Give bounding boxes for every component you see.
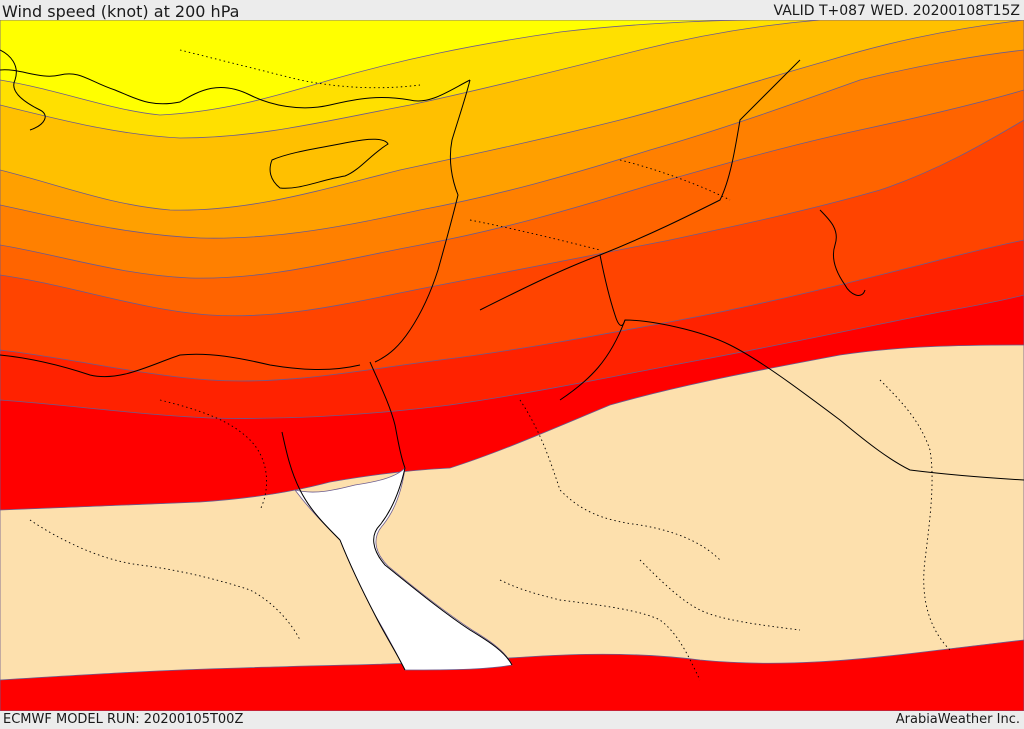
- footer-bar: ECMWF MODEL RUN: 20200105T00Z ArabiaWeat…: [0, 711, 1024, 729]
- wind-bands: [0, 20, 1024, 711]
- aegean-coast: [0, 49, 46, 131]
- provider-label: ArabiaWeather Inc.: [895, 712, 1020, 727]
- egypt-north-coast: [0, 353, 361, 378]
- dotted-admin-borders: [29, 49, 951, 681]
- wind-speed-map: [0, 20, 1024, 711]
- red-sea-east: [373, 467, 513, 666]
- cyprus: [269, 138, 389, 189]
- border-egypt-israel: [369, 361, 406, 469]
- calm-region: [0, 344, 1024, 711]
- band-9-south: [0, 639, 1024, 711]
- map-title: Wind speed (knot) at 200 hPa: [2, 2, 240, 21]
- model-run-label: ECMWF MODEL RUN: 20200105T00Z: [3, 712, 244, 727]
- gulf-of-suez: [281, 431, 341, 541]
- border-iraq-syria: [479, 59, 801, 311]
- valid-time: VALID T+087 WED. 20200108T15Z: [773, 3, 1020, 19]
- turkey-coast: [0, 69, 471, 109]
- coastlines-borders: [0, 49, 1024, 671]
- levant-coast: [374, 79, 471, 363]
- red-sea-west: [339, 539, 406, 671]
- border-saudi-north: [559, 319, 1024, 481]
- persian-gulf-coast: [819, 209, 866, 296]
- header-bar: Wind speed (knot) at 200 hPa VALID T+087…: [0, 0, 1024, 21]
- border-jordan: [599, 254, 626, 326]
